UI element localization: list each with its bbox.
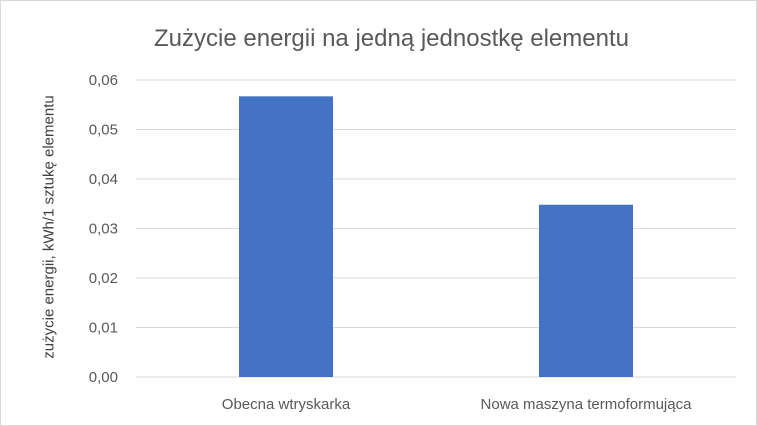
y-tick-label: 0,01 [89,320,118,337]
y-tick-label: 0,05 [89,122,118,139]
y-tick-label: 0,00 [89,369,118,386]
y-tick-label: 0,06 [89,72,118,89]
bar [239,96,333,378]
bar [539,204,633,377]
x-tick-label: Obecna wtryskarka [222,396,351,413]
chart-title: Zużycie energii na jedną jednostkę eleme… [154,25,629,52]
y-tick-label: 0,02 [89,270,118,287]
y-tick-label: 0,03 [89,221,118,238]
x-tick-label: Nowa maszyna termoformująca [481,396,693,413]
y-tick-label: 0,04 [89,171,118,188]
